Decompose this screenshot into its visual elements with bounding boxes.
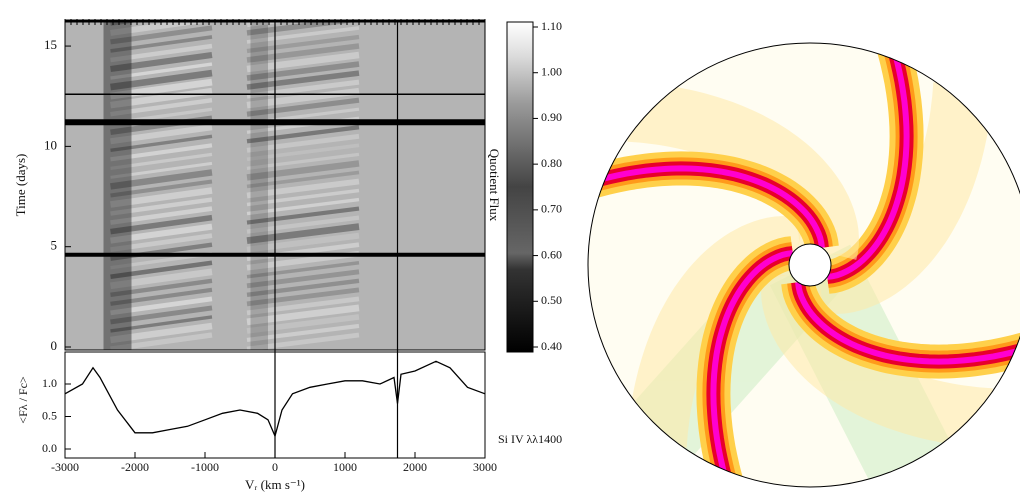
texture-streak	[246, 206, 360, 225]
texture-streak	[110, 169, 213, 190]
texture-streak	[110, 62, 213, 80]
x-tick-label: 1000	[333, 460, 357, 474]
texture-band	[250, 20, 268, 350]
texture-streak	[110, 43, 213, 63]
x-tick-label: 3000	[473, 460, 497, 474]
texture-streak	[110, 143, 213, 162]
texture-streak	[246, 70, 360, 90]
texture-streak	[110, 233, 213, 253]
x-tick-label: 2000	[403, 460, 427, 474]
texture-streak	[110, 296, 213, 316]
mean-profile	[64, 360, 486, 438]
texture-streak	[110, 197, 213, 216]
texture-streak	[246, 143, 360, 162]
texture-streak	[110, 268, 213, 290]
texture-streak	[110, 97, 213, 117]
texture-streak	[110, 214, 213, 235]
colorbar-label: Quotient Flux	[487, 149, 502, 222]
x-tick-label: 0	[272, 460, 278, 474]
colorbar-tick-label: 1.10	[541, 19, 562, 33]
colorbar-tick-label: 0.90	[541, 110, 562, 124]
arm-core	[710, 250, 794, 487]
texture-streak	[246, 215, 360, 234]
texture-streak	[246, 304, 360, 326]
texture-streak	[246, 61, 360, 81]
texture-streak	[110, 161, 213, 179]
texture-streak	[110, 322, 213, 344]
texture-streak	[110, 187, 213, 208]
texture-streak	[246, 152, 360, 170]
texture-streak	[110, 124, 213, 145]
x-tick-label: -1000	[191, 460, 219, 474]
y-tick-label: 0.5	[42, 408, 57, 422]
x-tick-label: -3000	[51, 460, 79, 474]
y-tick-label: 0	[51, 338, 58, 353]
texture-streak	[110, 25, 213, 45]
texture-streak	[110, 315, 213, 333]
y-tick-label: 10	[44, 137, 57, 152]
texture-streak	[110, 332, 213, 350]
annotation: Si IV λλ1400	[498, 432, 562, 446]
spiral-disk	[587, 42, 1020, 488]
texture-streak	[110, 69, 213, 91]
texture-streak	[246, 197, 360, 216]
texture-streak	[246, 97, 360, 117]
colorbar	[506, 21, 534, 353]
colorbar-tick-label: 0.80	[541, 156, 562, 170]
x-tick-label: -2000	[121, 460, 149, 474]
texture-streak	[110, 223, 213, 244]
texture-streak	[246, 125, 360, 144]
texture-streak	[246, 278, 360, 297]
texture-streak	[246, 170, 360, 189]
y-tick-label: 15	[44, 37, 57, 52]
texture-streak	[246, 323, 360, 343]
texture-streak	[110, 179, 213, 198]
y-tick-label: 0.0	[42, 441, 57, 455]
texture-streak	[246, 269, 360, 289]
y-axis-label: <Fλ / Fc>	[16, 376, 30, 424]
texture-streak	[110, 152, 213, 170]
texture-streak	[246, 314, 360, 334]
texture-streak	[110, 51, 213, 73]
texture-streak	[110, 35, 213, 53]
colorbar-tick-label: 0.40	[541, 339, 562, 353]
arm-core	[588, 165, 825, 249]
texture-streak	[246, 34, 360, 54]
texture-streak	[246, 43, 360, 63]
texture-streak	[246, 260, 360, 279]
colorbar-tick-label: 1.00	[541, 64, 562, 78]
inner-circle	[788, 243, 832, 287]
texture-streak	[110, 287, 213, 306]
spiral-arms	[588, 43, 1020, 487]
texture-streak	[246, 287, 360, 307]
texture-streak	[110, 260, 213, 280]
texture-streak	[110, 278, 213, 297]
texture-streak	[110, 305, 213, 325]
texture-streak	[110, 206, 213, 225]
x-axis-label: Vᵣ (km s⁻¹)	[245, 477, 305, 492]
texture-band	[103, 20, 132, 350]
arm-core	[826, 43, 910, 280]
texture-streak	[246, 188, 360, 207]
colorbar-tick-label: 0.60	[541, 247, 562, 261]
disk-edge	[587, 42, 1020, 488]
texture-streak	[246, 296, 360, 316]
y-tick-label: 1.0	[42, 376, 57, 390]
texture-streak	[246, 178, 360, 199]
texture-streak	[246, 160, 360, 181]
colorbar-tick-label: 0.70	[541, 202, 562, 216]
texture-streak	[246, 332, 360, 350]
texture-streak	[246, 51, 360, 73]
y-axis-label: Time (days)	[13, 154, 28, 217]
texture-streak	[110, 134, 213, 152]
colorbar-tick-label: 0.50	[541, 293, 562, 307]
texture-streak	[246, 26, 360, 44]
texture-streak	[246, 232, 360, 253]
y-tick-label: 5	[51, 238, 58, 253]
texture-streak	[246, 133, 360, 153]
texture-streak	[246, 223, 360, 244]
arm-core	[795, 281, 1020, 365]
